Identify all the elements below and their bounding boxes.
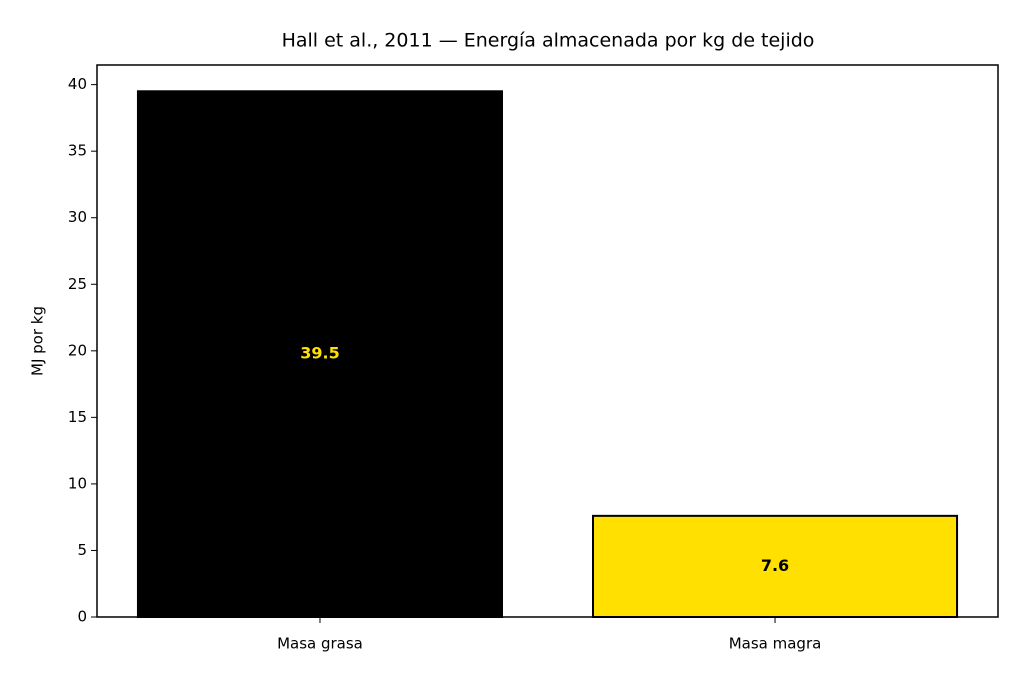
bar	[592, 514, 959, 619]
bar	[136, 90, 503, 619]
y-axis-label: MJ por kg	[29, 306, 47, 376]
x-tick-label: Masa grasa	[277, 635, 363, 653]
y-tick-label: 20	[68, 341, 87, 359]
y-tick-label: 35	[68, 142, 87, 160]
x-tick-label: Masa magra	[729, 635, 822, 653]
y-tick-label: 30	[68, 208, 87, 226]
y-tick-label: 25	[68, 275, 87, 293]
value-label: 39.5	[300, 344, 339, 363]
y-tick-label: 15	[68, 408, 87, 426]
y-tick-label: 0	[77, 608, 87, 626]
y-tick-label: 5	[77, 541, 87, 559]
value-label: 7.6	[761, 556, 789, 575]
plot-frame	[96, 64, 999, 618]
y-tick-label: 40	[68, 75, 87, 93]
chart-title: Hall et al., 2011 — Energía almacenada p…	[282, 30, 815, 52]
y-tick-label: 10	[68, 474, 87, 492]
